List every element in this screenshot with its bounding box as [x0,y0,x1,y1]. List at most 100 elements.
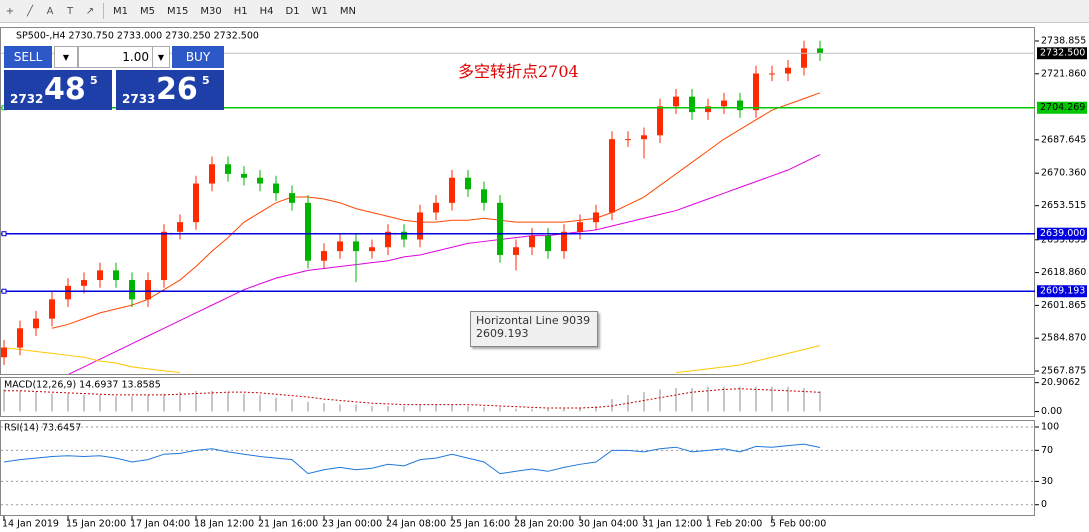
candle-body [97,270,103,281]
candle-body [337,241,343,252]
sell-price[interactable]: 2732 48 5 [4,70,112,110]
candle-body [785,67,791,74]
y-tick-label: 2584.870 [1041,333,1086,344]
x-tick-label: 24 Jan 08:00 [386,519,446,530]
trade-panel: SELL ▼ 1.00 ▼ BUY 2732 48 5 2733 26 5 [4,46,224,112]
lot-down[interactable]: ▼ [54,46,78,68]
x-tick-label: 15 Jan 20:00 [66,519,126,530]
x-tick-label: 23 Jan 00:00 [322,519,382,530]
rsi-line [3,443,821,475]
buy-button[interactable]: BUY [172,46,224,68]
y-tick-label: 20.9062 [1041,377,1080,388]
candle-body [641,135,647,140]
plot [1,426,1034,506]
line-tool[interactable]: ╱ [26,5,34,17]
timeframe-button[interactable]: M1 [113,5,128,17]
candle-body [593,212,599,223]
price-main: 26 [156,72,198,107]
timeframe-button[interactable]: H1 [233,5,248,17]
x-tick-label: 17 Jan 04:00 [130,519,190,530]
x-tick-label: 14 Jan 2019 [2,519,59,530]
candle-body [689,96,695,113]
x-tick-label: 5 Feb 00:00 [770,519,826,530]
timeframe-button[interactable]: M5 [140,5,155,17]
candle-body [737,100,743,111]
x-tick-label: 18 Jan 12:00 [194,519,254,530]
candle-body [497,202,503,255]
candle-body [417,212,423,240]
price-label: 2609.193 [1040,286,1085,297]
candle-body [273,183,279,194]
text-tool[interactable]: A [46,5,54,17]
rsi-panel [0,420,1035,516]
candle-body [705,106,711,113]
y-tick-label: 0.00 [1041,406,1062,417]
sell-button[interactable]: SELL [4,46,52,68]
candle-body [129,280,135,300]
y-tick-label: 0 [1041,499,1047,510]
candle-body [673,96,679,107]
plot [1,40,823,374]
candle-body [257,177,263,184]
y-tick-label: 70 [1041,445,1053,456]
chart-title: SP500-,H4 2730.750 2733.000 2730.250 273… [16,31,259,42]
candle-body [177,222,183,232]
candle-body [81,280,87,286]
candle-body [289,193,295,203]
candle-body [305,202,311,261]
candle-body [753,73,759,111]
candle-body [609,139,615,213]
timeframe-button[interactable]: D1 [285,5,300,17]
candle-body [65,285,71,300]
candle-body [353,241,359,252]
price-label-bg [1037,227,1087,240]
candle-body [577,222,583,232]
candle-body [545,235,551,252]
candle-body [625,139,631,141]
y-tick-label: 2601.865 [1041,300,1086,311]
candle-body [113,270,119,281]
candle-body [209,164,215,184]
lot-up[interactable]: ▼ [152,46,170,68]
tooltip-value: 2609.193 [476,327,529,340]
current-price-bg [1037,47,1087,60]
toolbar: + ╱ A T ↗ M1 M5 M15 M30 H1 H4 D1 W1 MN [0,0,1089,23]
candle-body [193,183,199,223]
timeframe-button[interactable]: W1 [311,5,328,17]
candle-body [225,164,231,174]
candle-body [657,106,663,136]
x-tick-label: 28 Jan 20:00 [514,519,574,530]
candle-body [33,318,39,329]
y-tick-label: 2635.855 [1041,234,1086,245]
cursor-tool[interactable]: + [5,5,15,17]
candle-body [465,177,471,190]
moving-average [3,345,821,374]
price-sup: 5 [90,74,98,87]
macd-title: MACD(12,26,9) 14.6937 13.8585 [4,380,161,391]
buy-price[interactable]: 2733 26 5 [116,70,224,110]
x-tick-label: 30 Jan 04:00 [578,519,638,530]
timeframe-button[interactable]: H4 [259,5,274,17]
arrow-tool[interactable]: ↗ [85,5,95,17]
lot-input[interactable]: 1.00 [78,46,153,68]
price-label: 2704.269 [1040,102,1085,113]
timeframe-button[interactable]: MN [339,5,356,17]
candle-body [529,235,535,248]
current-price-label: 2732.500 [1040,48,1085,59]
tooltip: Horizontal Line 9039 2609.193 [470,311,598,347]
y-tick-label: 2653.515 [1041,200,1086,211]
label-tool[interactable]: T [66,5,74,17]
moving-average [68,154,821,374]
handle [1,288,7,294]
y-tick-label: 2618.860 [1041,267,1086,278]
x-tick-label: 25 Jan 16:00 [450,519,510,530]
timeframe-button[interactable]: M30 [200,5,222,17]
moving-average [51,92,821,329]
y-tick-label: 2721.860 [1041,68,1086,79]
timeframes: M1 M5 M15 M30 H1 H4 D1 W1 MN [107,6,362,17]
timeframe-button[interactable]: M15 [167,5,189,17]
y-tick-label: 2670.360 [1041,168,1086,179]
candle-body [321,251,327,261]
candle-body [801,48,807,68]
